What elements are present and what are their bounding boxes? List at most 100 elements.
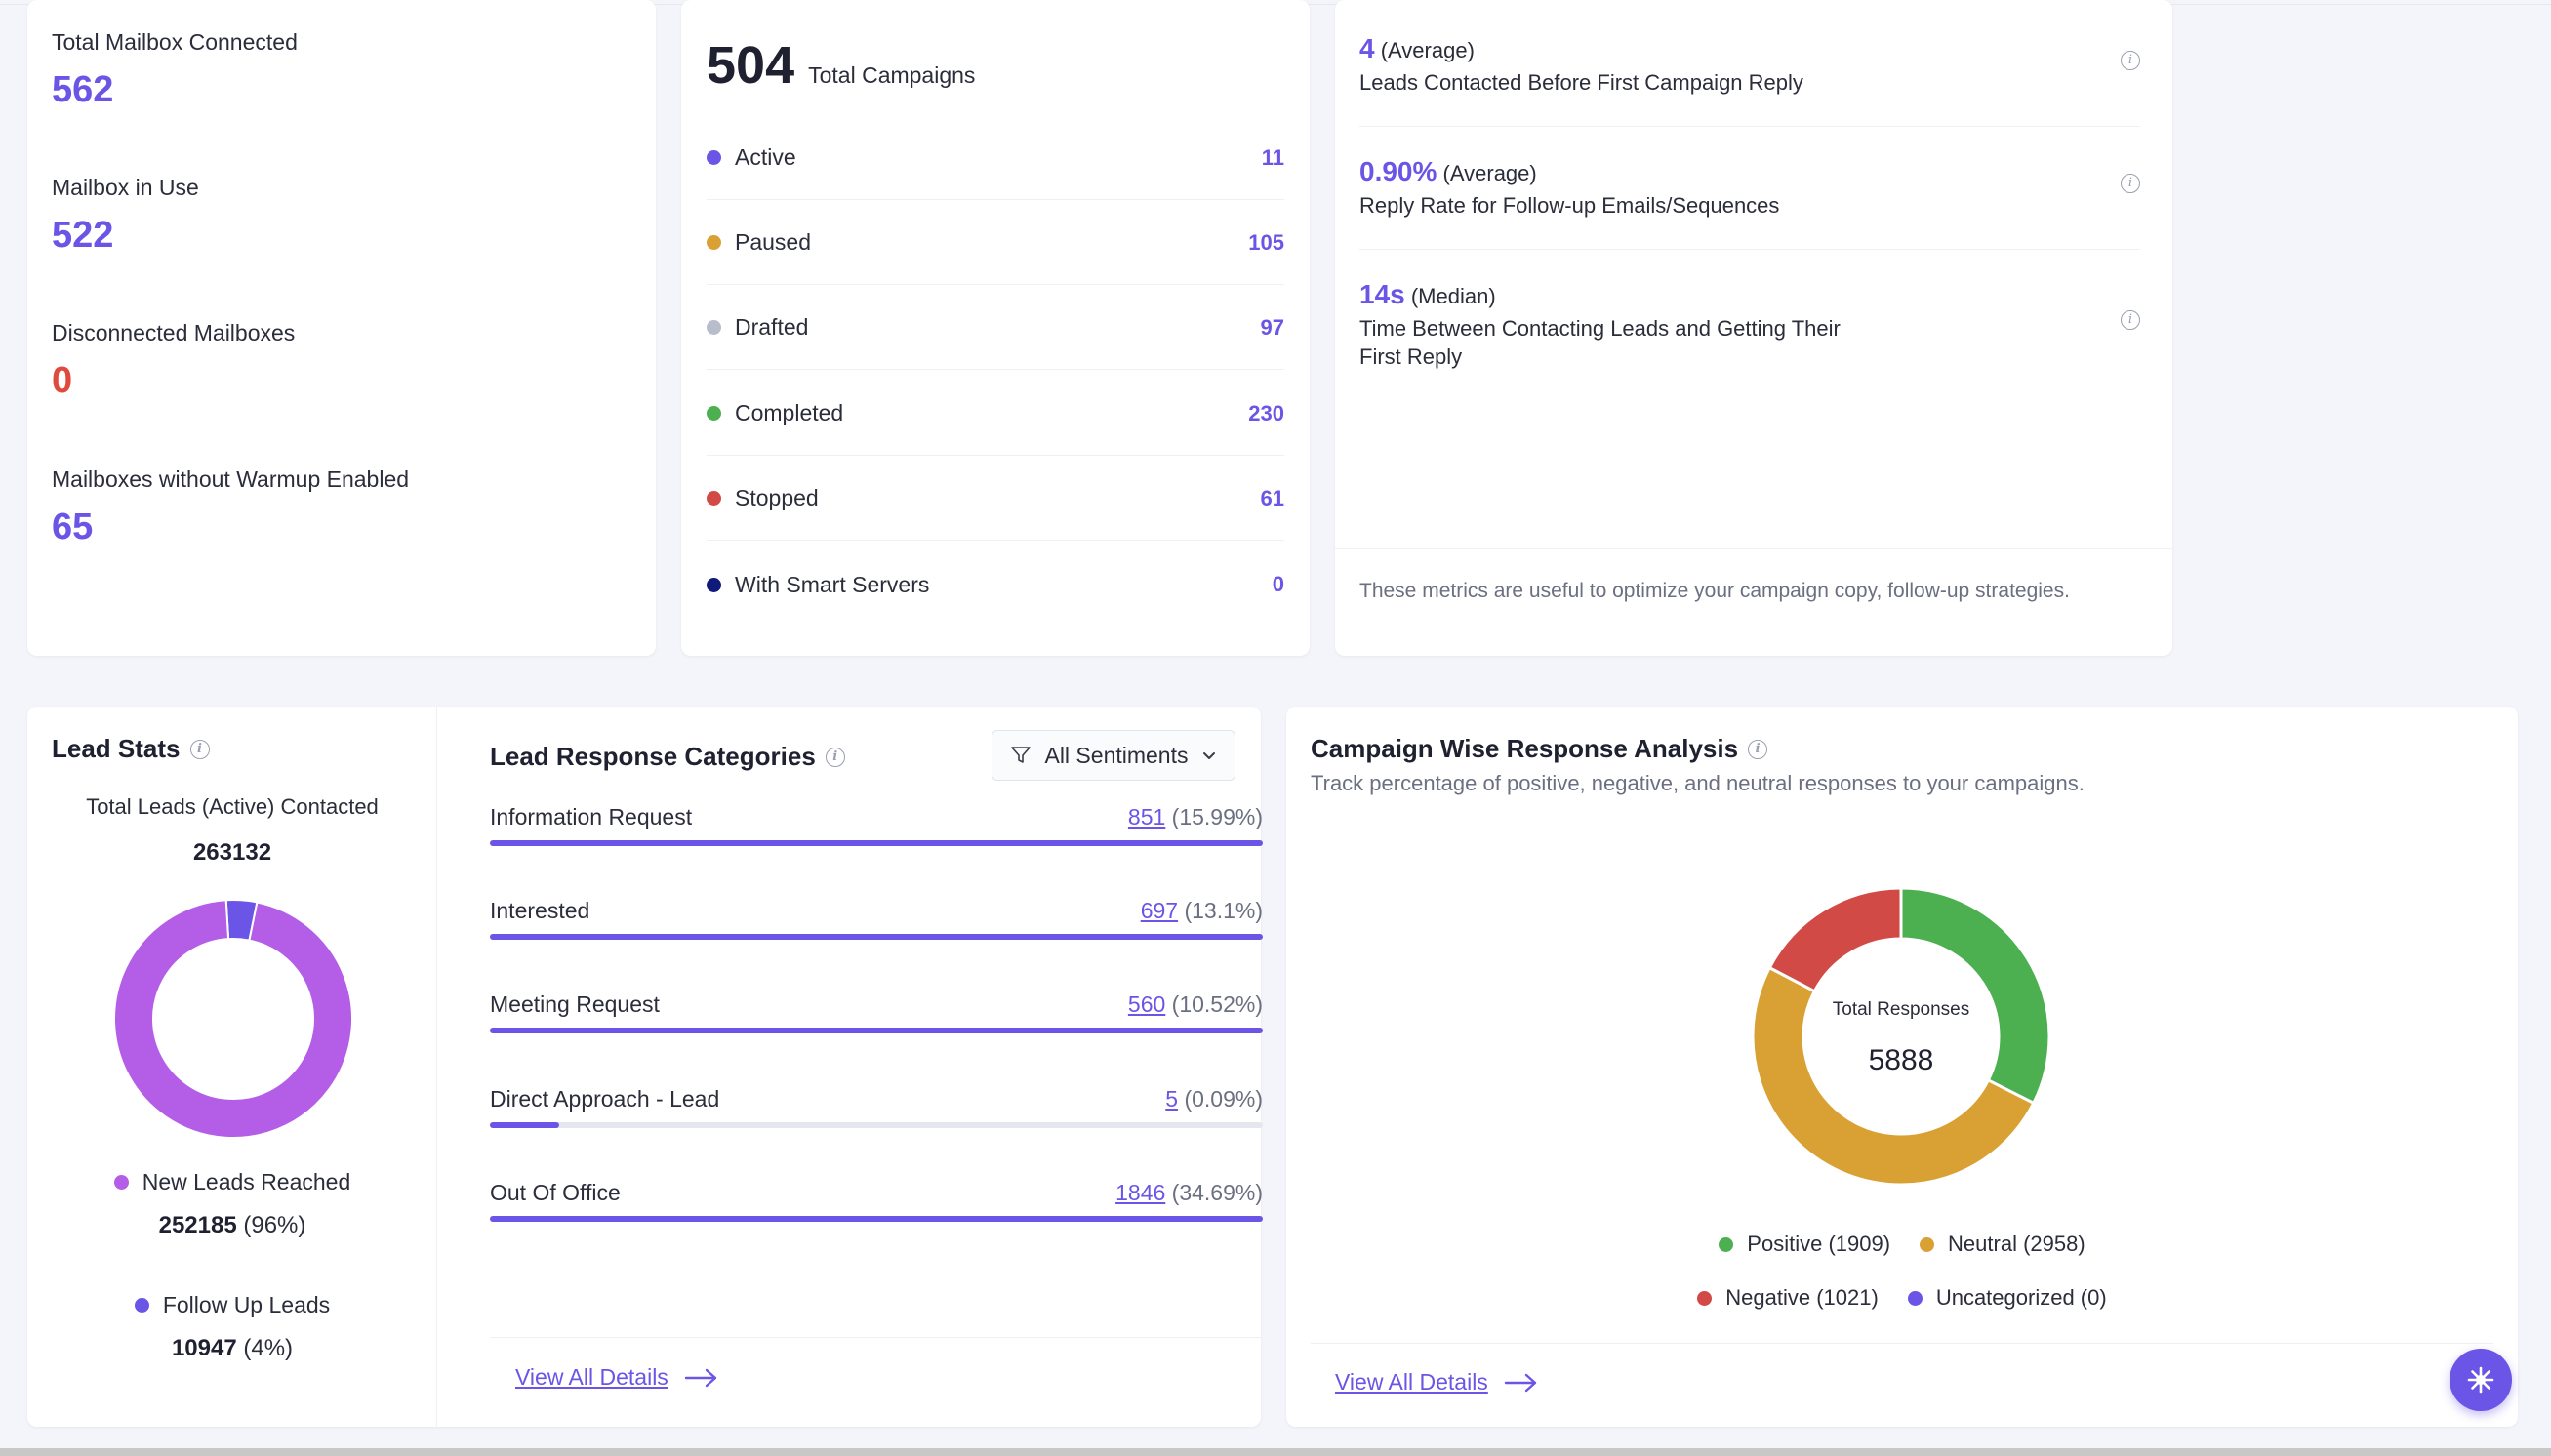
legend-follow-up-leads: Follow Up Leads	[27, 1292, 437, 1318]
lead-response-categories-panel: Lead Response Categories i All Sentiment…	[463, 707, 1263, 1427]
legend-negative: Negative (1021)	[1697, 1285, 1879, 1311]
response-category-row: Information Request 851 (15.99%)	[490, 804, 1263, 846]
category-progress-bar	[490, 934, 1263, 940]
info-icon[interactable]: i	[1748, 739, 1768, 759]
category-progress-bar	[490, 840, 1263, 846]
category-progress-bar	[490, 1028, 1263, 1033]
category-progress-fill	[490, 840, 1263, 846]
info-icon[interactable]: i	[2121, 174, 2140, 193]
view-all-details-link[interactable]: View All Details	[515, 1364, 719, 1391]
follow-up-label: Follow Up Leads	[162, 1292, 331, 1317]
bottom-edge-strip	[0, 1448, 2551, 1456]
donut-center-label: Total Responses	[1832, 999, 1970, 1020]
lead-stats-panel: Lead Stats i Total Leads (Active) Contac…	[27, 707, 437, 1427]
category-count-link[interactable]: 5	[1165, 1086, 1179, 1112]
donut-slice-positive[interactable]	[1899, 886, 2051, 1106]
arrow-right-icon	[684, 1368, 717, 1387]
sentiment-legend-row: Negative (1021) Uncategorized (0)	[1286, 1285, 2518, 1311]
category-percent: (13.1%)	[1184, 898, 1263, 923]
category-progress-fill	[490, 934, 1263, 940]
campaign-status-count: 0	[1272, 572, 1284, 596]
negative-dot-icon	[1697, 1290, 1713, 1306]
sparkle-icon	[2467, 1366, 2494, 1394]
donut-center-value: 5888	[1868, 1044, 1934, 1076]
follow-up-percent: (4%)	[243, 1335, 294, 1361]
new-leads-dot-icon	[113, 1175, 129, 1190]
sentiment-filter-dropdown[interactable]: All Sentiments	[992, 730, 1235, 781]
mailbox-stat-in-use: Mailbox in Use 522	[52, 175, 199, 257]
metric-value: 4	[1359, 33, 1375, 63]
view-all-details-link[interactable]: View All Details	[1335, 1369, 1539, 1395]
campaign-status-label: Active	[735, 144, 796, 170]
response-category-row: Interested 697 (13.1%)	[490, 898, 1263, 940]
mailbox-stat-value: 65	[52, 506, 94, 547]
campaign-status-count: 105	[1248, 229, 1284, 255]
response-category-row: Out Of Office 1846 (34.69%)	[490, 1180, 1263, 1222]
uncategorized-dot-icon	[1907, 1290, 1923, 1306]
info-icon[interactable]: i	[2121, 310, 2140, 330]
total-leads-label: Total Leads (Active) Contacted	[86, 794, 379, 819]
category-percent: (34.69%)	[1171, 1180, 1263, 1205]
campaign-status-row[interactable]: Stopped 61	[707, 457, 1284, 541]
legend-neutral-label: Neutral (2958)	[1948, 1232, 2085, 1256]
info-icon[interactable]: i	[2121, 51, 2140, 70]
mailbox-stat-value: 522	[52, 215, 114, 256]
category-progress-fill	[490, 1216, 1263, 1222]
campaign-status-row[interactable]: With Smart Servers 0	[707, 543, 1284, 627]
category-label: Direct Approach - Lead	[490, 1086, 720, 1112]
campaign-status-row[interactable]: Drafted 97	[707, 286, 1284, 370]
view-all-details-label: View All Details	[515, 1364, 668, 1390]
category-percent: (15.99%)	[1171, 804, 1263, 829]
campaign-status-label: Paused	[735, 229, 812, 255]
info-icon[interactable]: i	[825, 747, 845, 767]
new-leads-percent: (96%)	[243, 1212, 306, 1238]
lead-stats-title: Lead Stats	[52, 734, 181, 763]
campaign-wise-title: Campaign Wise Response Analysis	[1311, 734, 1739, 763]
legend-negative-label: Negative (1021)	[1725, 1285, 1879, 1310]
assistant-fab-button[interactable]	[2450, 1349, 2512, 1411]
category-label: Out Of Office	[490, 1180, 621, 1205]
donut-slice-negative[interactable]	[1767, 886, 1903, 993]
status-dot-icon	[707, 320, 721, 335]
category-progress-fill	[490, 1028, 1263, 1033]
legend-uncategorized-label: Uncategorized (0)	[1935, 1285, 2107, 1310]
lead-stats-header: Lead Stats i	[52, 734, 210, 764]
mailbox-stats-card: Total Mailbox Connected 562 Mailbox in U…	[27, 0, 656, 656]
campaign-status-row[interactable]: Active 11	[707, 116, 1284, 200]
category-count-link[interactable]: 560	[1127, 991, 1166, 1017]
campaign-status-row[interactable]: Completed 230	[707, 372, 1284, 456]
campaign-metrics-card: 4 (Average) Leads Contacted Before First…	[1335, 0, 2172, 656]
donut-slice-neutral[interactable]	[1751, 965, 2036, 1187]
mailbox-stat-label: Mailbox in Use	[52, 175, 199, 200]
view-all-details-label: View All Details	[1335, 1369, 1488, 1395]
donut-slice-new-leads[interactable]	[113, 899, 353, 1139]
metric-time-to-first-reply: 14s (Median) Time Between Contacting Lea…	[1359, 279, 2140, 396]
campaign-status-count: 11	[1261, 144, 1284, 170]
campaigns-total: 504	[707, 36, 795, 95]
campaign-status-count: 97	[1260, 314, 1284, 340]
category-progress-bar	[490, 1122, 1263, 1128]
new-leads-value: 252185	[158, 1212, 237, 1238]
category-percent: (10.52%)	[1171, 991, 1263, 1017]
category-label: Meeting Request	[490, 991, 660, 1017]
category-percent: (0.09%)	[1184, 1086, 1263, 1112]
status-dot-icon	[707, 491, 721, 506]
category-count-link[interactable]: 1846	[1115, 1180, 1166, 1205]
campaigns-card: 504 Total Campaigns Active 11 Paused 105…	[681, 0, 1310, 656]
total-leads-value: 263132	[192, 839, 272, 866]
neutral-dot-icon	[1920, 1236, 1935, 1252]
mailbox-stat-label: Mailboxes without Warmup Enabled	[52, 466, 410, 492]
info-icon[interactable]: i	[189, 739, 210, 759]
lead-analytics-card: Lead Stats i Total Leads (Active) Contac…	[27, 707, 1263, 1427]
metric-value: 14s	[1359, 279, 1405, 309]
sentiment-filter-label: All Sentiments	[1044, 742, 1189, 768]
category-count-link[interactable]: 697	[1140, 898, 1179, 923]
category-label: Information Request	[490, 804, 693, 829]
mailbox-stat-label: Total Mailbox Connected	[52, 29, 298, 55]
category-count-link[interactable]: 851	[1127, 804, 1166, 829]
mailbox-stat-value: 562	[52, 69, 114, 110]
campaigns-header: 504 Total Campaigns	[707, 35, 975, 96]
positive-dot-icon	[1719, 1236, 1734, 1252]
campaign-status-label: Drafted	[735, 314, 809, 340]
campaign-status-row[interactable]: Paused 105	[707, 201, 1284, 285]
